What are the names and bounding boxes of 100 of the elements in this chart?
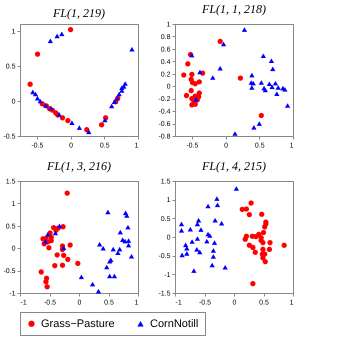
point (244, 206, 250, 212)
point (54, 252, 60, 258)
point (274, 91, 280, 96)
point (242, 236, 248, 242)
point (59, 32, 64, 36)
point (179, 252, 185, 258)
point (38, 98, 43, 104)
point (270, 66, 276, 72)
point (184, 92, 190, 98)
point (266, 246, 272, 252)
point (284, 103, 290, 108)
point (126, 242, 132, 248)
point (107, 274, 112, 278)
point (194, 236, 200, 241)
point (218, 38, 223, 44)
point (196, 218, 202, 222)
chart-title: FL(1, 3, 216) (46, 159, 111, 173)
point (276, 85, 281, 90)
point (112, 274, 118, 278)
point (105, 210, 111, 214)
point (75, 260, 80, 266)
point (44, 284, 50, 290)
point (212, 218, 218, 222)
point (238, 75, 244, 81)
point (100, 246, 106, 250)
point (192, 81, 198, 86)
point (65, 118, 71, 124)
point (222, 264, 228, 270)
point (258, 80, 264, 85)
point (249, 85, 255, 90)
point (109, 104, 114, 108)
point (220, 42, 226, 46)
point (250, 244, 256, 250)
point (249, 72, 255, 78)
point (262, 259, 268, 264)
point (204, 238, 210, 244)
point (117, 246, 122, 252)
point (260, 240, 266, 246)
point (48, 38, 53, 44)
point (43, 279, 49, 284)
point (218, 220, 224, 226)
point (181, 72, 186, 78)
point (32, 92, 38, 96)
point (42, 239, 48, 244)
point (218, 66, 223, 70)
point (182, 242, 188, 248)
point (64, 190, 70, 196)
point (188, 226, 193, 232)
point (60, 115, 66, 120)
point (46, 245, 52, 250)
point (188, 88, 194, 94)
point (104, 264, 110, 270)
point (197, 250, 202, 254)
point (246, 242, 252, 248)
point (185, 61, 190, 66)
point (76, 125, 82, 130)
point (214, 196, 220, 201)
point (60, 262, 66, 268)
point (178, 222, 184, 226)
point (269, 84, 275, 90)
point (210, 75, 216, 80)
point (90, 282, 96, 286)
point (68, 26, 74, 32)
point (260, 53, 266, 58)
point (68, 242, 73, 248)
point (266, 81, 272, 86)
point (96, 288, 102, 294)
point (194, 247, 200, 252)
point (267, 240, 273, 246)
point (198, 227, 204, 232)
point (210, 254, 216, 259)
point (205, 204, 211, 208)
point (34, 96, 40, 100)
point (86, 130, 92, 134)
point (69, 120, 75, 125)
chart-title: FL(1, 1, 218) (201, 2, 266, 16)
point (122, 81, 128, 86)
point (178, 228, 184, 233)
point (65, 256, 70, 262)
point (45, 232, 50, 237)
point (27, 82, 33, 87)
point (184, 251, 190, 256)
point (242, 27, 248, 32)
legend-label: CornNotill (150, 318, 198, 330)
point (189, 96, 195, 102)
point (197, 70, 203, 74)
point (34, 51, 40, 57)
point (260, 246, 266, 252)
point (252, 250, 258, 255)
point (78, 274, 84, 280)
point (234, 186, 240, 191)
point (268, 58, 274, 63)
point (189, 239, 195, 244)
point (38, 269, 44, 275)
point (256, 121, 262, 126)
point (196, 79, 202, 85)
point (210, 262, 215, 268)
point (52, 263, 58, 268)
point (98, 122, 104, 128)
point (210, 248, 216, 253)
